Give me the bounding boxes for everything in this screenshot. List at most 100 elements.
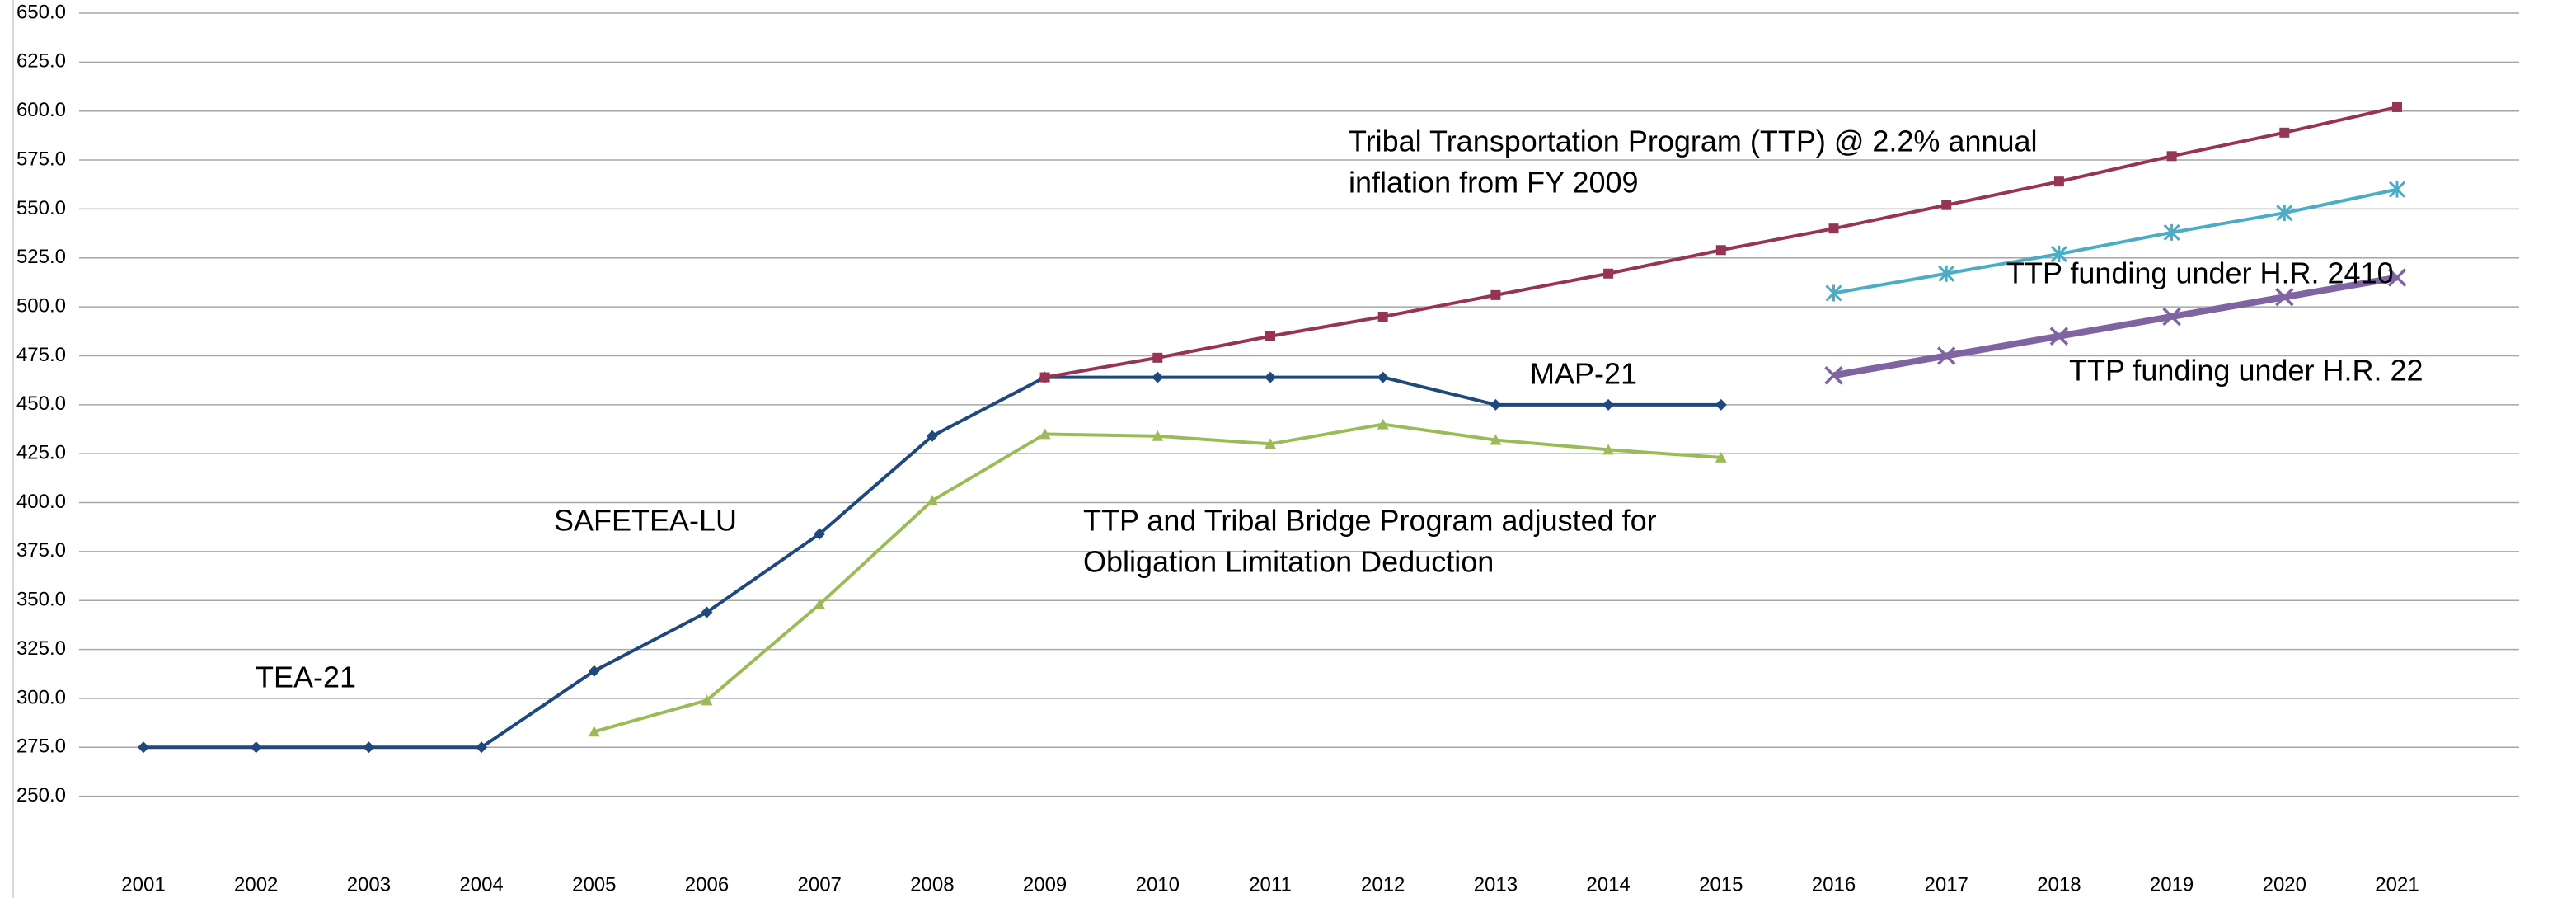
y-tick-label: 600.0: [16, 99, 66, 121]
y-tick-label: 400.0: [16, 491, 66, 513]
marker: [1490, 289, 1501, 300]
annotation: Obligation Limitation Deduction: [1083, 545, 1494, 579]
x-tick-label: 2018: [2037, 873, 2081, 896]
marker: [2392, 101, 2402, 112]
marker: [1941, 200, 1952, 210]
marker: [1602, 398, 1615, 411]
marker: [1825, 284, 1842, 302]
marker: [1603, 268, 1614, 279]
y-tick-label: 625.0: [16, 50, 66, 73]
y-tick-label: 350.0: [16, 589, 66, 611]
marker: [1377, 418, 1389, 430]
marker: [1265, 331, 1275, 341]
x-tick-label: 2021: [2375, 873, 2419, 896]
x-tick-label: 2009: [1023, 873, 1067, 896]
marker: [1936, 346, 1956, 365]
marker: [926, 495, 938, 506]
marker: [1152, 430, 1164, 441]
marker: [2162, 307, 2181, 327]
marker: [363, 741, 375, 754]
marker: [814, 598, 826, 609]
marker: [1828, 223, 1839, 234]
marker: [1265, 438, 1276, 449]
marker: [1490, 398, 1502, 411]
x-tick-label: 2014: [1586, 873, 1630, 896]
y-tick-label: 650.0: [16, 1, 66, 23]
x-tick-label: 2016: [1812, 873, 1856, 896]
y-tick-label: 450.0: [16, 393, 66, 415]
marker: [2166, 151, 2177, 162]
annotation: SAFETEA-LU: [554, 504, 737, 538]
marker: [1824, 365, 1843, 385]
x-tick-label: 2002: [234, 873, 278, 896]
x-tick-label: 2001: [121, 873, 165, 896]
marker: [1377, 371, 1389, 383]
x-tick-label: 2007: [798, 873, 842, 896]
marker: [476, 741, 488, 754]
annotation: TTP and Tribal Bridge Program adjusted f…: [1083, 504, 1657, 538]
marker: [1715, 398, 1727, 411]
marker: [2053, 176, 2064, 187]
marker: [701, 606, 713, 618]
marker: [138, 741, 149, 754]
x-tick-label: 2017: [1925, 873, 1968, 896]
marker: [2163, 223, 2180, 241]
x-tick-label: 2020: [2263, 873, 2306, 896]
y-tick-label: 575.0: [16, 148, 66, 170]
marker: [1265, 371, 1276, 383]
x-tick-label: 2019: [2150, 873, 2194, 896]
marker: [926, 430, 938, 442]
y-tick-label: 325.0: [16, 637, 66, 660]
marker: [1938, 265, 1955, 282]
annotation: Tribal Transportation Program (TTP) @ 2.…: [1349, 125, 2038, 158]
y-tick-label: 500.0: [16, 294, 66, 317]
marker: [1715, 245, 1726, 256]
y-tick-label: 275.0: [16, 736, 66, 758]
marker: [250, 741, 262, 754]
y-tick-label: 375.0: [16, 539, 66, 562]
x-tick-label: 2010: [1136, 873, 1180, 896]
series-line: [1832, 274, 2398, 379]
marker: [814, 528, 826, 540]
y-tick-label: 475.0: [16, 344, 66, 366]
x-tick-label: 2008: [910, 873, 954, 896]
x-tick-label: 2012: [1361, 873, 1405, 896]
marker: [2388, 181, 2406, 198]
y-tick-label: 550.0: [16, 197, 66, 219]
y-tick-label: 525.0: [16, 246, 66, 268]
series-line: [1833, 187, 2398, 295]
annotation: TTP funding under H.R. 2410: [2006, 256, 2394, 290]
x-tick-label: 2013: [1474, 873, 1518, 896]
x-tick-label: 2011: [1249, 873, 1292, 896]
annotation: TEA-21: [256, 661, 356, 694]
marker: [1039, 428, 1051, 440]
marker: [2279, 127, 2290, 138]
marker: [2387, 268, 2407, 287]
y-tick-label: 425.0: [16, 442, 66, 464]
x-tick-label: 2004: [459, 873, 503, 896]
x-tick-label: 2003: [347, 873, 391, 896]
x-tick-label: 2005: [572, 873, 616, 896]
marker: [2050, 245, 2067, 263]
marker: [1602, 444, 1615, 455]
marker: [588, 665, 600, 677]
marker: [1715, 451, 1727, 463]
x-tick-label: 2006: [685, 873, 729, 896]
annotation: inflation from FY 2009: [1349, 166, 1639, 200]
annotation: TTP funding under H.R. 22: [2069, 354, 2424, 388]
y-tick-label: 300.0: [16, 686, 66, 708]
marker: [588, 726, 600, 737]
annotation: MAP-21: [1530, 357, 1637, 391]
marker: [1152, 352, 1163, 363]
marker: [2276, 205, 2293, 222]
marker: [2049, 327, 2069, 346]
marker: [1039, 372, 1050, 383]
marker: [1377, 311, 1388, 322]
x-tick-label: 2015: [1699, 873, 1743, 896]
y-tick-label: 250.0: [16, 784, 66, 806]
marker: [1490, 434, 1502, 445]
marker: [701, 694, 713, 706]
marker: [1152, 371, 1164, 383]
marker: [2275, 288, 2294, 307]
